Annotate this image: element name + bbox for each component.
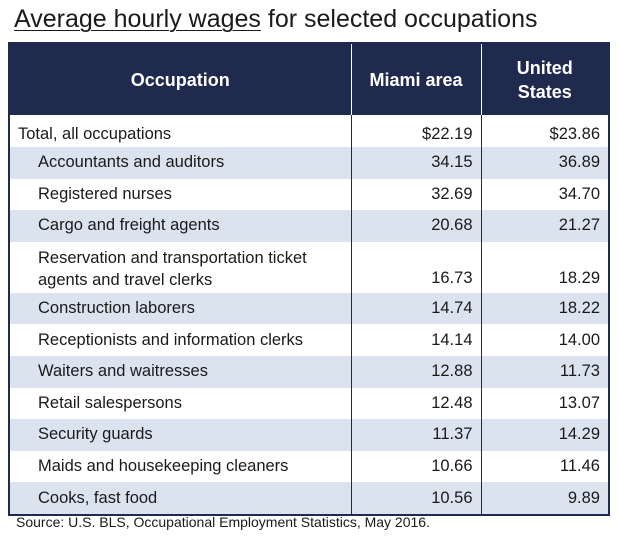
table-row: Cooks, fast food 10.56 9.89 xyxy=(10,482,608,514)
table-row: Total, all occupations $22.19 $23.86 xyxy=(10,115,608,147)
miami-wage-cell: $22.19 xyxy=(350,115,481,147)
table-header-row: Occupation Miami area United States xyxy=(10,44,608,115)
header-united-states: United States xyxy=(480,44,608,115)
occupation-cell: Receptionists and information clerks xyxy=(38,330,304,349)
occupation-cell: Reservation and transportation ticket age… xyxy=(10,242,351,293)
miami-wage-cell: 16.73 xyxy=(350,241,481,293)
occupation-cell: Cargo and freight agents xyxy=(10,210,351,242)
wages-table-container: Occupation Miami area United States Total… xyxy=(8,42,610,516)
header-miami-area: Miami area xyxy=(350,44,481,115)
us-wage-cell: 34.70 xyxy=(480,178,608,211)
occupation-cell: Accountants and auditors xyxy=(10,147,351,179)
title-underlined-part: Average hourly wages xyxy=(14,5,261,33)
miami-wage-cell: 10.56 xyxy=(350,482,481,514)
table-row: Receptionists and information clerks 14.… xyxy=(10,324,608,356)
us-wage-cell: 11.73 xyxy=(480,355,608,388)
us-wage-cell: 13.07 xyxy=(480,387,608,420)
occupation-cell: Retail salespersons xyxy=(38,393,182,412)
page-title: Average hourly wages for selected occupa… xyxy=(14,4,537,34)
occupation-cell: Maids and housekeeping cleaners xyxy=(38,457,289,476)
miami-wage-cell: 34.15 xyxy=(350,147,481,179)
us-wage-cell: 18.29 xyxy=(480,241,608,293)
wages-table: Occupation Miami area United States Total… xyxy=(10,44,608,514)
table-row: Maids and housekeeping cleaners 10.66 11… xyxy=(10,450,608,483)
miami-wage-cell: 14.14 xyxy=(350,324,481,356)
occupation-line1: Reservation and transportation ticket xyxy=(38,248,307,267)
us-wage-cell: 36.89 xyxy=(480,147,608,179)
header-occupation: Occupation xyxy=(10,44,351,115)
header-us-line2: States xyxy=(517,81,572,102)
occupation-cell: Total, all occupations xyxy=(18,124,172,143)
table-row: Construction laborers 14.74 18.22 xyxy=(10,292,608,325)
occupation-cell: Security guards xyxy=(10,419,351,451)
table-row: Waiters and waitresses 12.88 11.73 xyxy=(10,355,608,388)
table-row: Retail salespersons 12.48 13.07 xyxy=(10,387,608,420)
miami-wage-cell: 20.68 xyxy=(350,210,481,242)
miami-wage-cell: 11.37 xyxy=(350,419,481,451)
us-wage-cell: 18.22 xyxy=(480,292,608,325)
miami-wage-cell: 12.88 xyxy=(350,355,481,388)
occupation-cell: Cooks, fast food xyxy=(10,482,351,514)
table-row: Security guards 11.37 14.29 xyxy=(10,419,608,451)
table-row: Accountants and auditors 34.15 36.89 xyxy=(10,147,608,179)
occupation-cell: Construction laborers xyxy=(10,292,351,325)
source-note: Source: U.S. BLS, Occupational Employmen… xyxy=(16,514,430,530)
table-row: Registered nurses 32.69 34.70 xyxy=(10,178,608,211)
miami-wage-cell: 32.69 xyxy=(350,178,481,211)
table-row: Cargo and freight agents 20.68 21.27 xyxy=(10,210,608,242)
miami-wage-cell: 14.74 xyxy=(350,292,481,325)
occupation-cell: Registered nurses xyxy=(38,184,172,203)
occupation-line2: agents and travel clerks xyxy=(38,270,213,289)
us-wage-cell: $23.86 xyxy=(480,115,608,147)
miami-wage-cell: 12.48 xyxy=(350,387,481,420)
us-wage-cell: 14.29 xyxy=(480,419,608,451)
occupation-cell: Waiters and waitresses xyxy=(10,355,351,388)
header-us-line1: United xyxy=(516,57,573,78)
miami-wage-cell: 10.66 xyxy=(350,450,481,483)
us-wage-cell: 21.27 xyxy=(480,210,608,242)
us-wage-cell: 9.89 xyxy=(480,482,608,514)
us-wage-cell: 11.46 xyxy=(480,450,608,483)
us-wage-cell: 14.00 xyxy=(480,324,608,356)
title-rest: for selected occupations xyxy=(260,5,538,33)
table-row: Reservation and transportation ticket age… xyxy=(10,241,608,293)
